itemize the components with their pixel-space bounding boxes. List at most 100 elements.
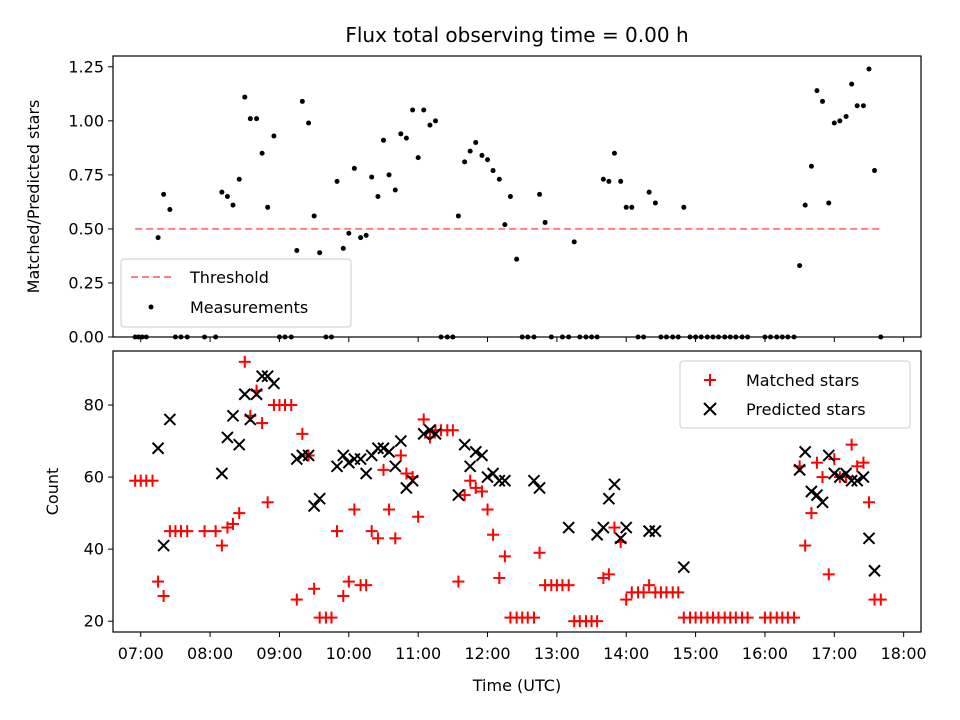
measurement-point bbox=[306, 120, 312, 126]
bottom-y-axis: 20 40 60 80 bbox=[84, 396, 113, 631]
bottom-x-tick-label: 10:00 bbox=[326, 644, 372, 663]
bottom-x-axis-label: Time (UTC) bbox=[472, 676, 561, 695]
matched-star-point bbox=[620, 593, 633, 606]
matched-star-point bbox=[389, 532, 402, 545]
predicted-star-point bbox=[389, 460, 402, 473]
predicted-star-point bbox=[677, 560, 691, 574]
predicted-star-point bbox=[805, 485, 818, 498]
matched-star-point bbox=[371, 532, 384, 545]
measurement-point bbox=[433, 118, 439, 124]
matched-star-point bbox=[256, 417, 269, 430]
top-y-tick-label: 1.25 bbox=[68, 57, 104, 76]
predicted-star-point bbox=[597, 521, 610, 534]
predicted-star-point bbox=[307, 499, 321, 513]
bottom-x-tick-label: 12:00 bbox=[464, 644, 510, 663]
matched-star-point bbox=[452, 575, 465, 588]
matched-star-point bbox=[822, 568, 835, 581]
measurement-point bbox=[403, 135, 409, 141]
matched-star-point bbox=[527, 611, 540, 624]
predicted-star-point bbox=[406, 474, 419, 487]
measurement-point bbox=[802, 202, 808, 208]
measurement-point bbox=[265, 204, 271, 210]
bottom-x-tick-label: 08:00 bbox=[187, 644, 233, 663]
predicted-star-point bbox=[452, 488, 465, 502]
predicted-star-point bbox=[157, 539, 170, 552]
measurement-point bbox=[294, 248, 300, 254]
predicted-star-point bbox=[394, 434, 408, 448]
bottom-x-tick-label: 17:00 bbox=[811, 644, 857, 663]
predicted-star-point bbox=[527, 474, 541, 487]
bottom-legend: Matched stars Predicted stars bbox=[679, 360, 911, 429]
measurement-point bbox=[623, 204, 629, 210]
predicted-star-point bbox=[458, 438, 471, 451]
measurement-point bbox=[358, 235, 364, 241]
measurement-point bbox=[167, 206, 173, 212]
bottom-x-tick-label: 11:00 bbox=[395, 644, 441, 663]
predicted-star-point bbox=[429, 427, 442, 441]
legend-threshold-label: Threshold bbox=[189, 268, 269, 287]
top-plot-area: 0.00 0.25 0.50 0.75 1.00 1.25 Matched/Predict… bbox=[24, 55, 922, 347]
predicted-star-point bbox=[810, 488, 824, 502]
matched-star-point bbox=[285, 399, 298, 412]
matched-star-point bbox=[417, 413, 430, 426]
matched-star-point bbox=[464, 474, 477, 487]
bottom-y-tick-label: 40 bbox=[84, 540, 104, 559]
measurement-point bbox=[386, 172, 392, 178]
measurement-point bbox=[363, 232, 369, 238]
matched-star-point bbox=[152, 575, 165, 588]
matched-star-point bbox=[608, 521, 621, 534]
top-plot-frame bbox=[112, 55, 922, 338]
predicted-star-point bbox=[822, 449, 835, 462]
matched-star-point bbox=[360, 579, 373, 592]
measurement-point bbox=[618, 178, 624, 184]
predicted-star-point bbox=[250, 388, 263, 401]
legend-matched-label: Matched stars bbox=[746, 371, 859, 390]
top-y-tick-label: 0.00 bbox=[68, 328, 104, 347]
predicted-star-point bbox=[151, 442, 165, 455]
matched-star-point bbox=[308, 582, 321, 595]
bottom-y-tick-label: 80 bbox=[84, 396, 104, 415]
matched-star-point bbox=[637, 586, 650, 599]
bottom-plot-area: 20 40 60 80 07:00 08:00 09:00 10:00 11:00 12:00 1… bbox=[43, 350, 927, 695]
matched-star-point bbox=[446, 424, 459, 437]
top-y-tick-label: 0.25 bbox=[68, 273, 104, 292]
measurement-point bbox=[334, 178, 340, 184]
measurement-point bbox=[340, 245, 346, 251]
matched-star-point bbox=[296, 427, 309, 440]
matched-star-point bbox=[400, 467, 413, 480]
measurement-point bbox=[369, 174, 375, 180]
matched-star-point bbox=[146, 474, 159, 487]
measurement-point bbox=[421, 107, 427, 113]
matched-star-point bbox=[475, 485, 488, 498]
measurement-point bbox=[860, 103, 866, 109]
matched-star-point bbox=[348, 503, 361, 516]
predicted-star-point bbox=[649, 524, 662, 538]
bottom-x-tick-label: 16:00 bbox=[742, 644, 788, 663]
measurement-point bbox=[415, 155, 421, 161]
measurement-point bbox=[611, 150, 617, 156]
top-chart-title: Flux total observing time = 0.00 h bbox=[345, 23, 688, 47]
predicted-star-point bbox=[481, 470, 494, 484]
bottom-x-tick-label: 18:00 bbox=[881, 644, 927, 663]
measurement-point bbox=[681, 204, 687, 210]
measurement-point bbox=[236, 176, 242, 182]
predicted-star-point bbox=[371, 442, 385, 455]
matched-star-point bbox=[383, 503, 396, 516]
measurement-point bbox=[254, 116, 260, 122]
bottom-y-tick-label: 60 bbox=[84, 468, 104, 487]
measurement-point bbox=[346, 230, 352, 236]
measurement-point bbox=[866, 66, 872, 72]
matched-star-point bbox=[469, 481, 482, 494]
measurement-point bbox=[224, 194, 230, 199]
matched-star-point bbox=[857, 456, 870, 469]
bottom-plot-frame bbox=[112, 350, 922, 633]
predicted-star-point bbox=[302, 449, 315, 462]
predicted-star-point bbox=[417, 427, 430, 441]
matched-star-point bbox=[238, 355, 251, 368]
measurement-point bbox=[351, 165, 357, 171]
measurement-point bbox=[831, 120, 837, 126]
predicted-star-point bbox=[850, 474, 864, 487]
matched-star-point bbox=[198, 525, 211, 538]
predicted-star-point bbox=[608, 478, 621, 491]
